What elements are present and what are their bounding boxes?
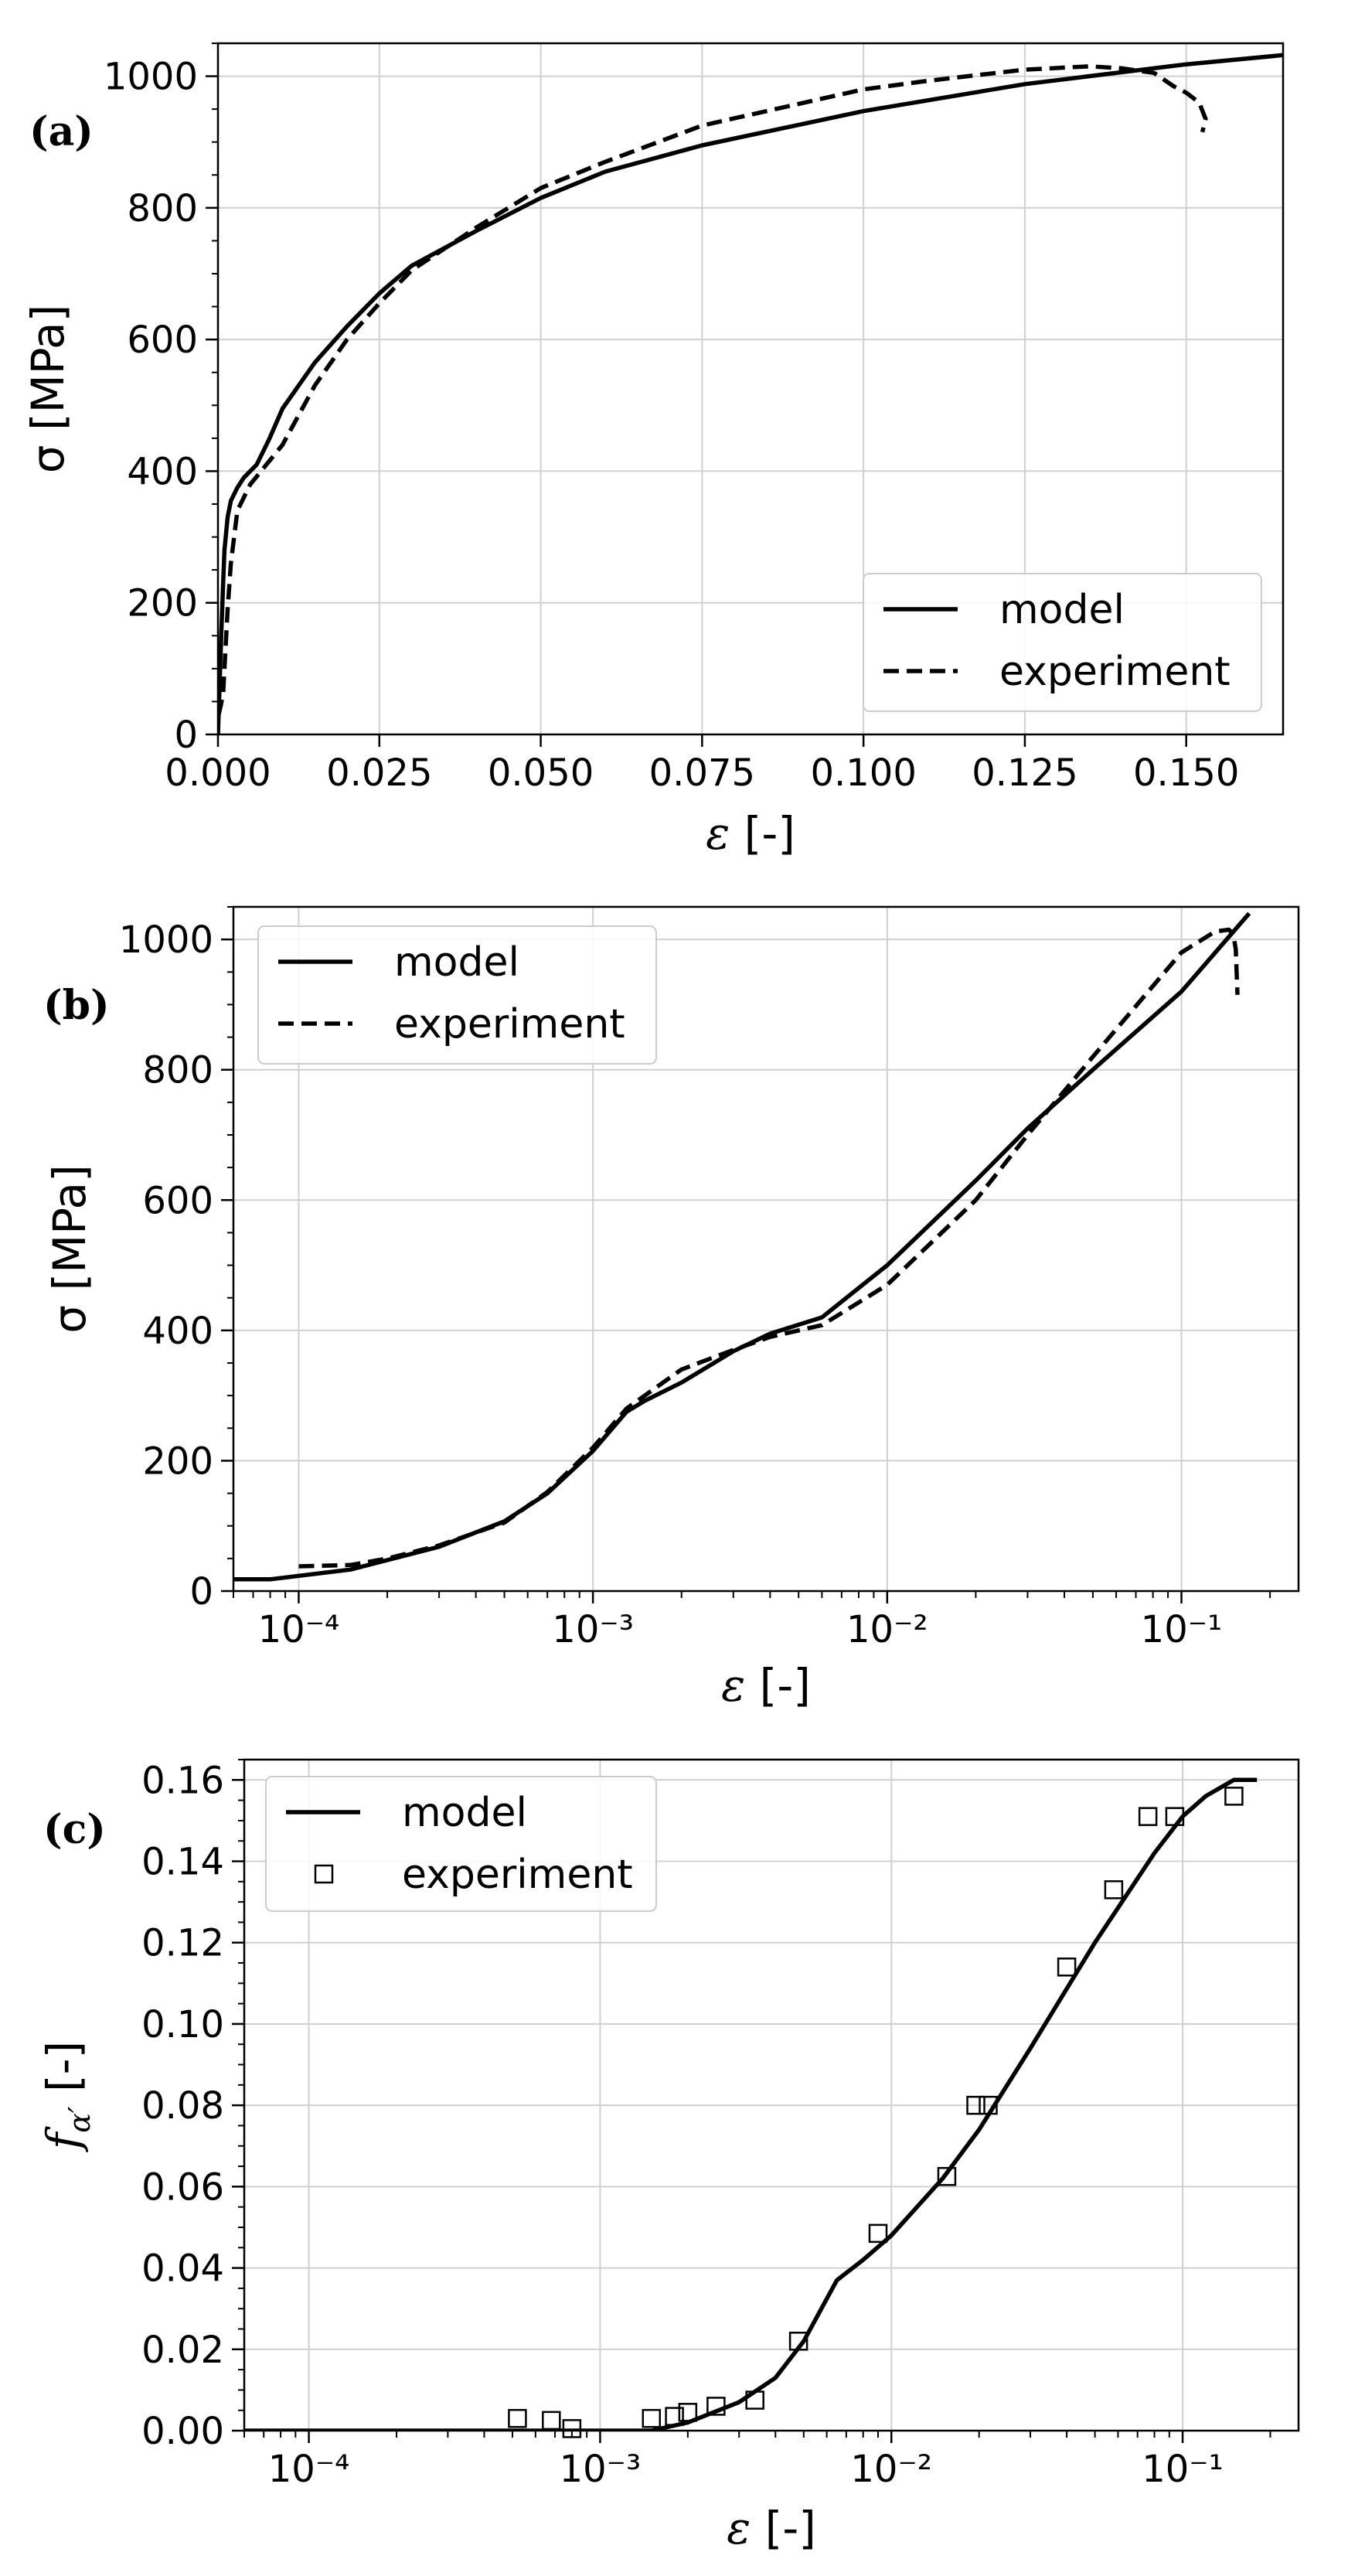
legend-label-model: model <box>402 1790 527 1836</box>
x-tick-label: 10⁻¹ <box>1141 1608 1223 1651</box>
experiment-line <box>298 927 1240 1569</box>
x-tick-label: 10⁻³ <box>552 1608 634 1651</box>
y-tick-label: 1000 <box>119 918 213 962</box>
y-tick-label: 800 <box>142 1049 213 1092</box>
legend-box <box>257 925 657 1065</box>
y-tick-label: 1000 <box>104 56 198 99</box>
x-axis-label-symbol: ε <box>721 1659 745 1712</box>
legend-marker-experiment <box>314 1864 334 1884</box>
y-tick-label: 800 <box>127 187 198 230</box>
y-tick-label: 200 <box>127 582 198 625</box>
y-tick-label: 0 <box>174 714 198 757</box>
legend-box <box>265 1776 657 1912</box>
x-tick-label: 10⁻⁴ <box>258 1608 340 1651</box>
legend-box <box>863 573 1262 712</box>
legend: model experiment <box>265 1776 657 1912</box>
panel-label: (b) <box>43 982 110 1029</box>
experiment-marker <box>1104 1880 1124 1900</box>
x-tick-label: 10⁻³ <box>560 2448 642 2491</box>
experiment-marker <box>979 2095 998 2115</box>
y-tick-label: 0.16 <box>141 1759 224 1802</box>
x-axis-label-symbol: ε <box>706 807 730 860</box>
experiment-marker <box>562 2419 582 2438</box>
experiment-marker <box>937 2166 957 2186</box>
x-tick-label: 0.150 <box>1133 751 1239 795</box>
chart-panel-c: 10⁻⁴ 10⁻³ 10⁻² 10⁻¹ 0.00 0.02 0.04 0.06 0.08 0.10… <box>37 1758 1300 2554</box>
y-tick-label: 600 <box>127 319 198 362</box>
experiment-marker <box>542 2411 561 2431</box>
x-axis-label-unit: [-] <box>730 807 795 860</box>
y-axis-label: fα′ [-] <box>37 2041 97 2152</box>
experiment-marker <box>966 2095 985 2115</box>
x-tick-label: 0.050 <box>488 751 594 795</box>
y-tick-label: 600 <box>142 1179 213 1222</box>
experiment-marker <box>678 2403 698 2422</box>
x-tick-label: 0.125 <box>972 751 1077 795</box>
experiment-marker <box>1165 1807 1185 1826</box>
x-axis-label: ε [-] <box>706 807 795 860</box>
axes-frame <box>232 905 1300 1593</box>
legend: model experiment <box>863 573 1262 712</box>
experiment-marker <box>745 2390 764 2410</box>
y-axis-label: σ [MPa] <box>22 305 74 473</box>
experiment-marker <box>508 2408 527 2428</box>
y-tick-label: 0.12 <box>141 1922 224 1965</box>
y-tick-label: 0.04 <box>141 2247 224 2291</box>
x-tick-label: 10⁻⁴ <box>268 2448 350 2491</box>
legend-label-model: model <box>394 939 519 986</box>
experiment-marker <box>1138 1807 1158 1826</box>
experiment-marker <box>868 2223 888 2244</box>
x-axis-label-symbol: ε <box>727 2502 751 2554</box>
x-tick-label: 0.025 <box>326 751 432 795</box>
x-tick-label: 0.075 <box>649 751 755 795</box>
y-tick-label: 0.00 <box>141 2410 224 2453</box>
axes-frame <box>243 1758 1300 2432</box>
panel-label: (c) <box>43 1806 106 1853</box>
x-axis-label: ε [-] <box>721 1659 811 1712</box>
y-tick-label: 400 <box>142 1310 213 1353</box>
legend-label-experiment: experiment <box>999 649 1231 695</box>
panel-label: (a) <box>29 108 94 155</box>
legend-label-model: model <box>999 587 1125 633</box>
y-tick-label: 400 <box>127 450 198 493</box>
x-tick-label: 10⁻² <box>850 2448 932 2491</box>
experiment-marker <box>642 2408 662 2428</box>
experiment-marker <box>788 2332 808 2351</box>
y-tick-label: 0.14 <box>141 1841 224 1884</box>
chart-panel-a: 0.000 0.025 0.050 0.075 0.100 0.125 0.150 0 200 4… <box>22 42 1285 860</box>
experiment-marker <box>1057 1958 1077 1977</box>
x-axis-label-unit: [-] <box>745 1659 811 1712</box>
plot-area <box>218 53 1283 734</box>
chart-panel-b: 10⁻⁴ 10⁻³ 10⁻² 10⁻¹ 0 200 400 600 800 1000 σ [MPa]… <box>43 905 1300 1712</box>
experiment-marker <box>1224 1787 1244 1806</box>
x-axis-label-unit: [-] <box>751 2502 816 2554</box>
y-tick-label: 200 <box>142 1440 213 1483</box>
x-tick-label: 10⁻² <box>846 1608 928 1651</box>
experiment-line <box>218 64 1208 716</box>
legend-label-experiment: experiment <box>402 1852 633 1898</box>
x-tick-label: 10⁻¹ <box>1142 2448 1224 2491</box>
x-axis-label: ε [-] <box>727 2502 816 2554</box>
x-tick-label: 0.100 <box>810 751 916 795</box>
experiment-marker <box>665 2407 684 2426</box>
y-axis-label: σ [MPa] <box>43 1164 96 1333</box>
y-tick-label: 0 <box>189 1570 213 1613</box>
legend: model experiment <box>257 925 657 1065</box>
y-tick-label: 0.06 <box>141 2165 224 2209</box>
y-axis-label-subscript: α′ <box>63 2106 97 2133</box>
y-tick-label: 0.02 <box>141 2329 224 2372</box>
y-tick-label: 0.08 <box>141 2084 224 2128</box>
x-tick-label: 0.000 <box>165 751 271 795</box>
plot-area <box>233 911 1251 1582</box>
legend-label-experiment: experiment <box>394 1001 625 1048</box>
axes-frame <box>216 42 1285 736</box>
experiment-marker <box>706 2397 726 2416</box>
y-tick-label: 0.10 <box>141 2003 224 2046</box>
model-line <box>218 53 1283 734</box>
y-axis-label-unit: [-] <box>37 2041 90 2107</box>
